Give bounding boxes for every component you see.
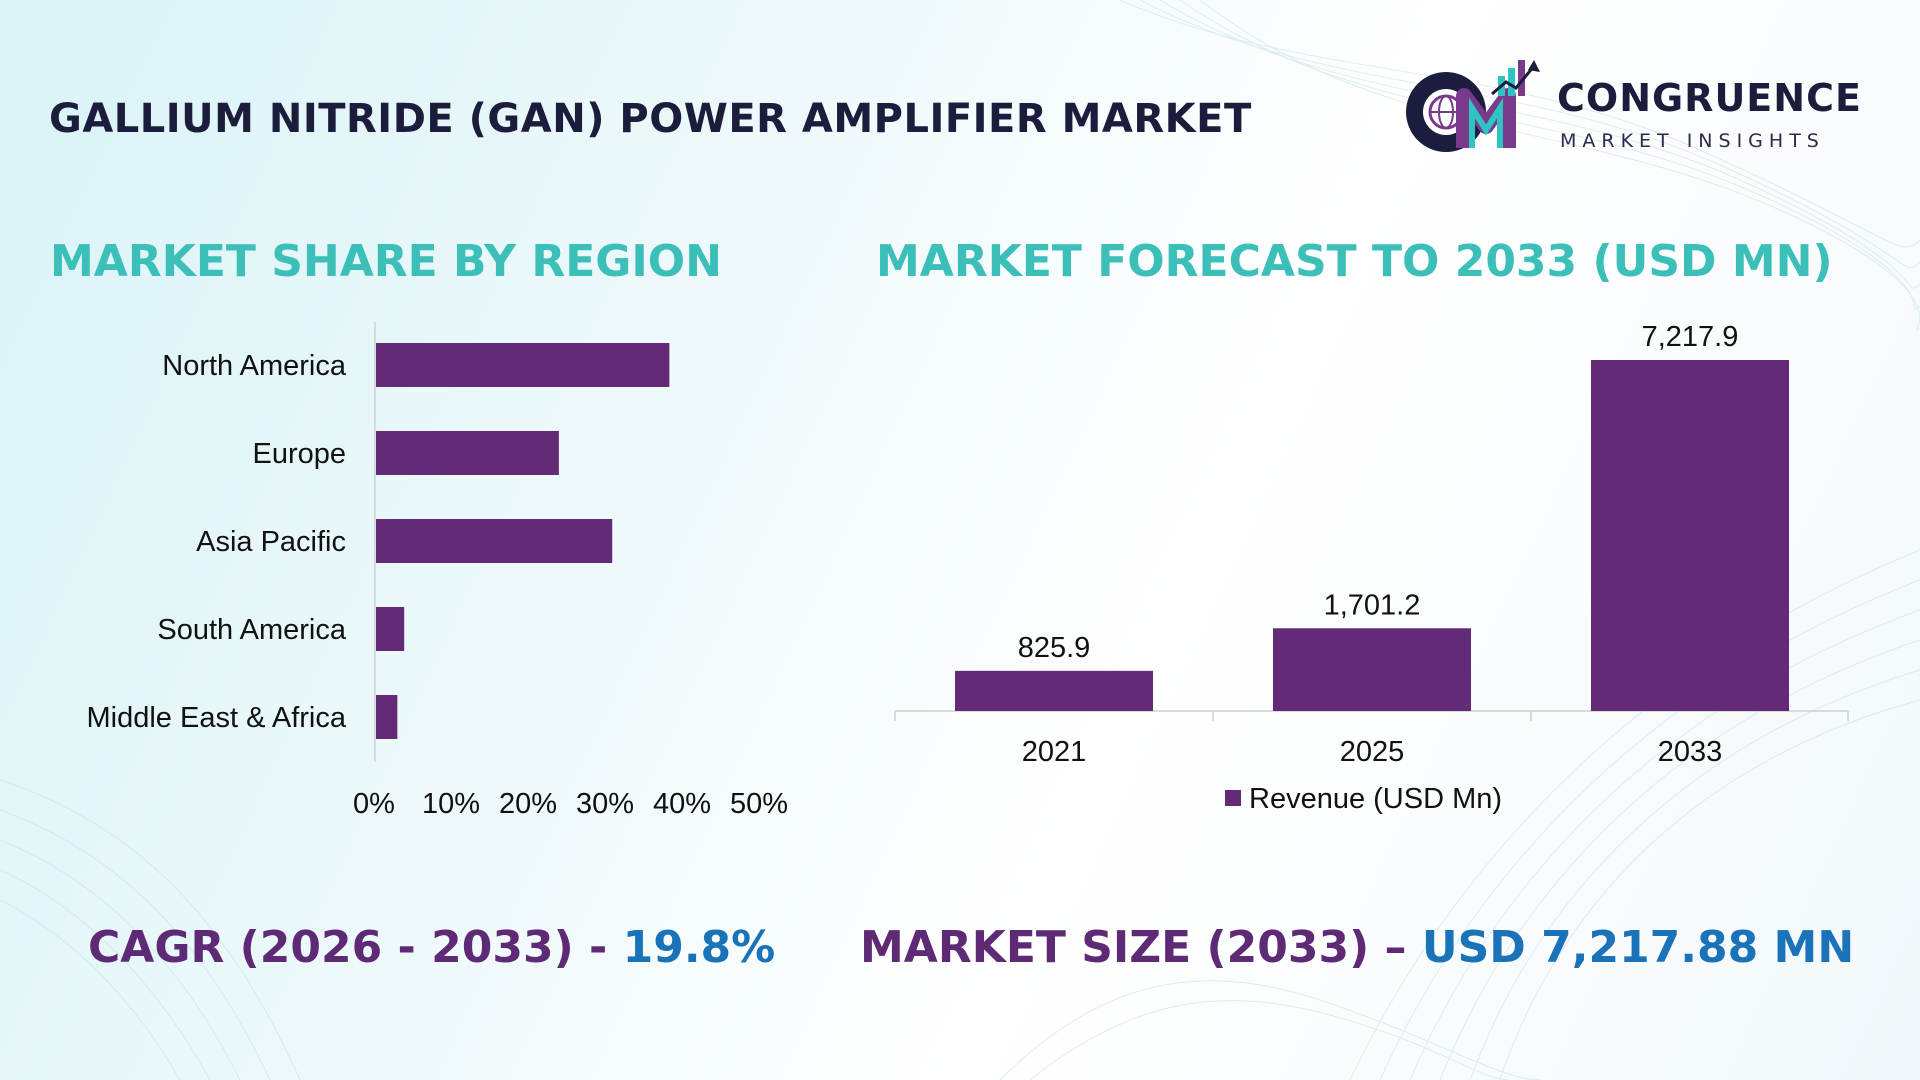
market-size-stat: MARKET SIZE (2033) – USD 7,217.88 MN — [860, 922, 1854, 973]
market-size-value: USD 7,217.88 MN — [1421, 922, 1855, 973]
cagr-label: CAGR (2026 - 2033) - — [88, 922, 623, 973]
cagr-value: 19.8% — [622, 922, 776, 973]
company-logo: CONGRUENCE MARKET INSIGHTS — [1400, 56, 1870, 156]
logo-mark-icon — [1406, 60, 1540, 152]
logo-name: CONGRUENCE — [1557, 76, 1862, 120]
cagr-stat: CAGR (2026 - 2033) - 19.8% — [88, 922, 775, 973]
region-share-title: MARKET SHARE BY REGION — [50, 236, 722, 287]
logo-subtitle: MARKET INSIGHTS — [1560, 130, 1825, 152]
page-title: GALLIUM NITRIDE (GAN) POWER AMPLIFIER MA… — [49, 96, 1252, 142]
market-size-label: MARKET SIZE (2033) – — [860, 922, 1422, 973]
forecast-title: MARKET FORECAST TO 2033 (USD MN) — [876, 236, 1833, 287]
